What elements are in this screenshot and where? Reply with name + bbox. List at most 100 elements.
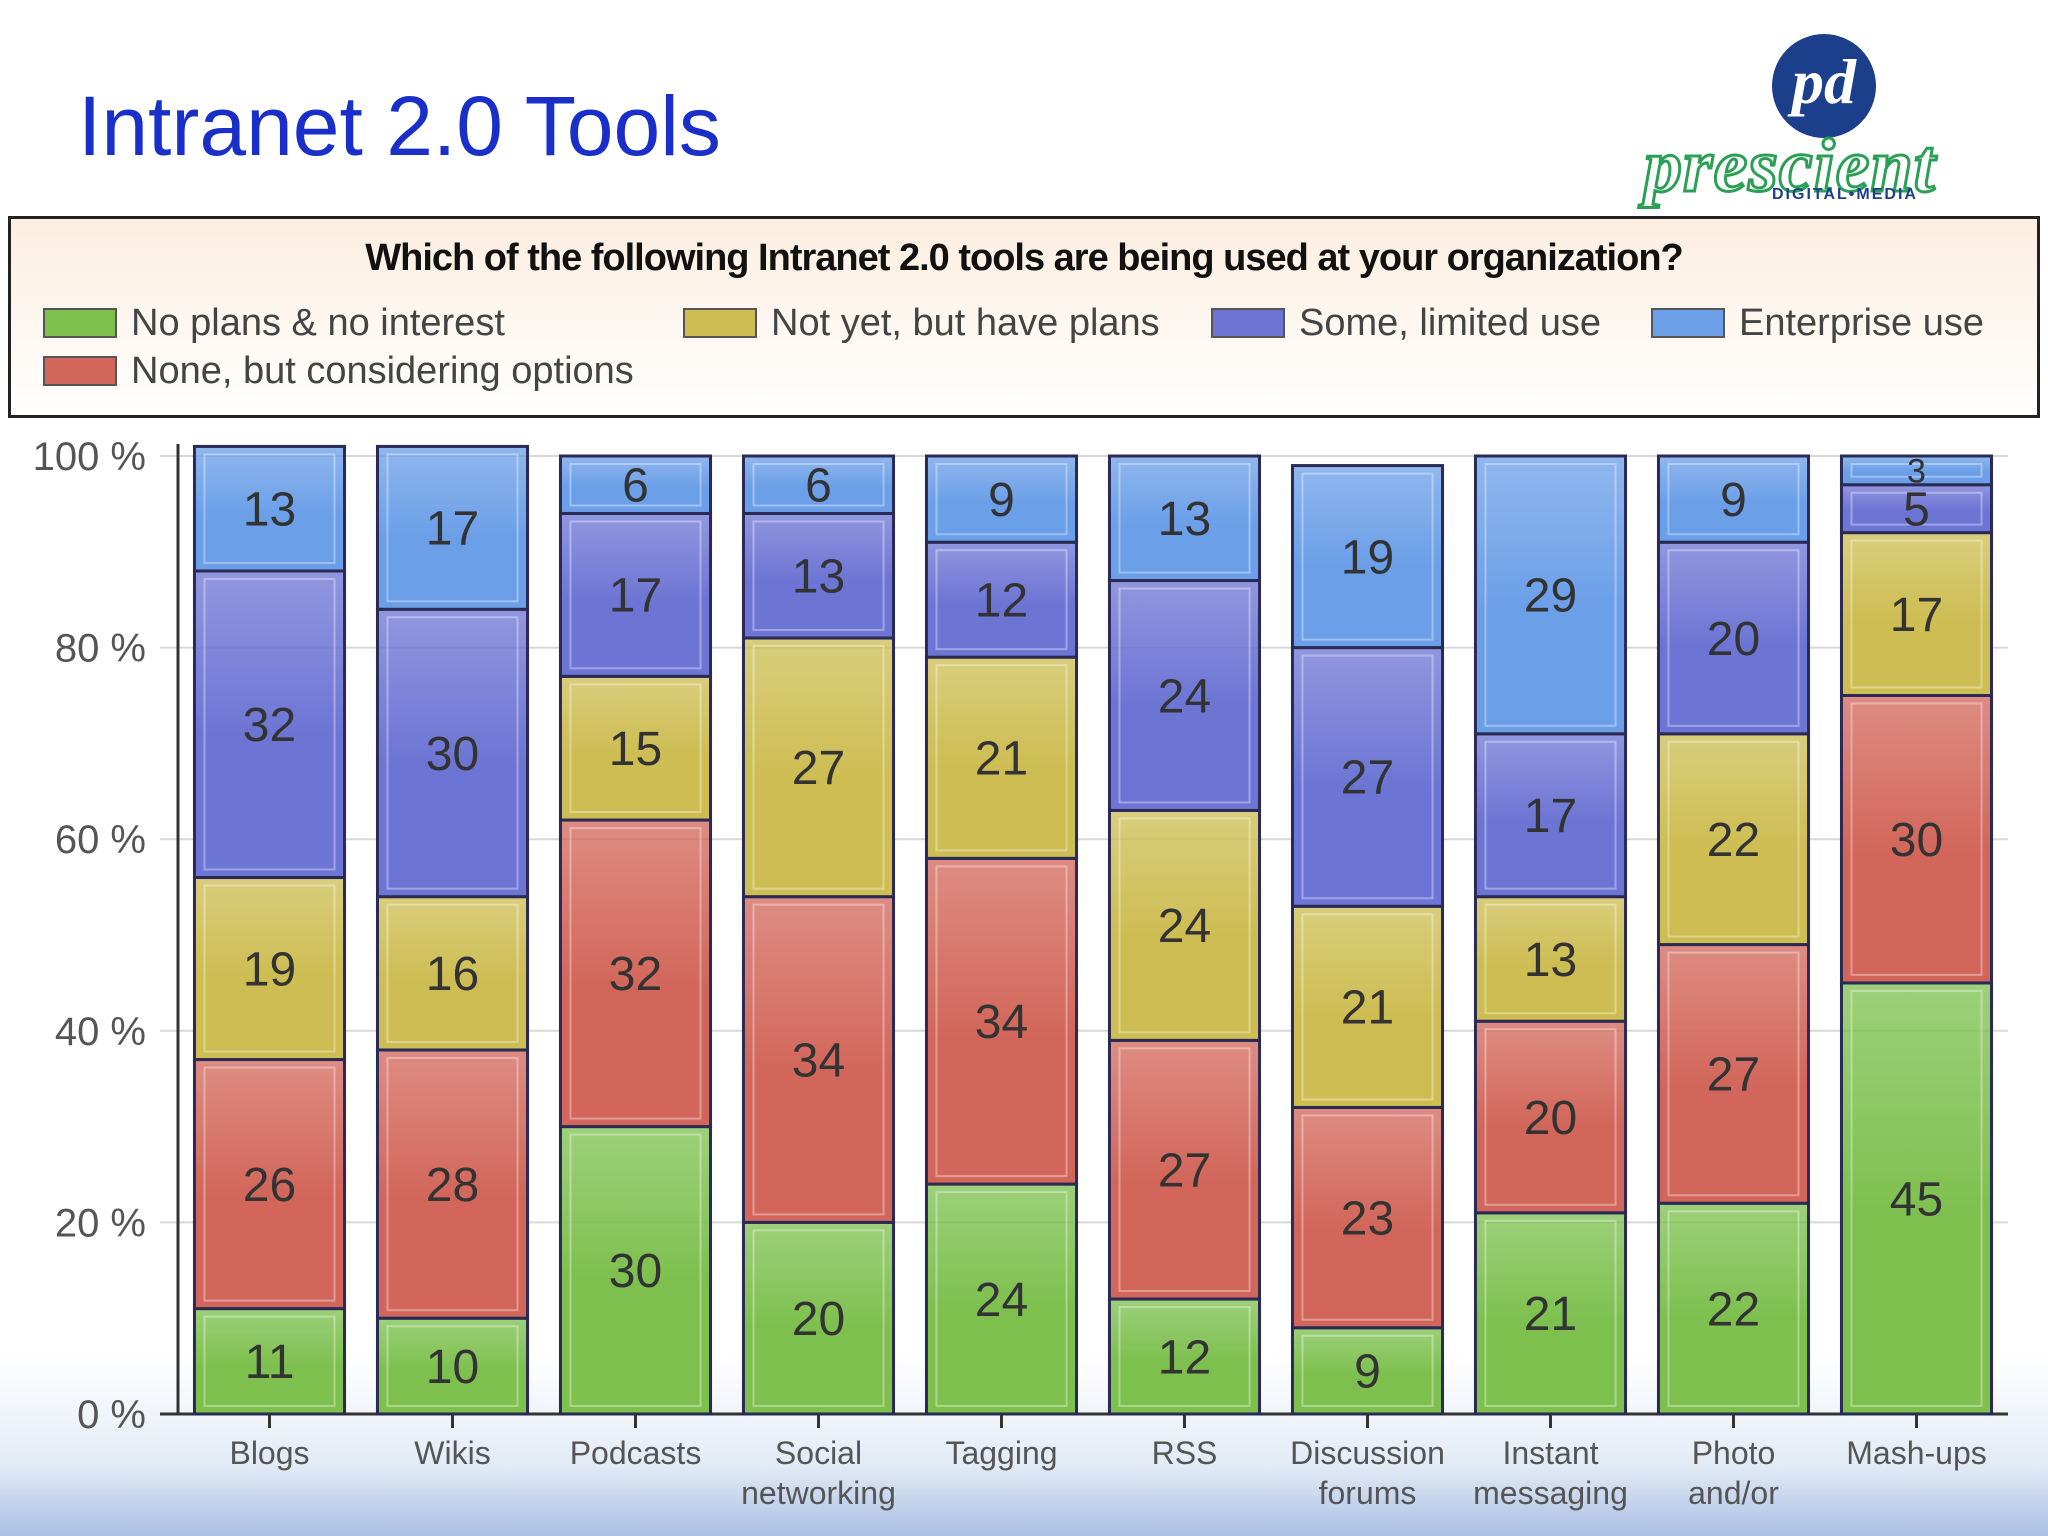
bar-segment-highlight [203, 884, 336, 1053]
data-label: 9 [1354, 1346, 1381, 1399]
bar-segment-highlight [752, 645, 885, 890]
data-label: 13 [243, 483, 296, 536]
x-tick-label: networking [741, 1475, 896, 1511]
legend-swatch-some-use [1211, 308, 1285, 338]
bar-segment-highlight [1850, 463, 1983, 478]
bar-segment [1473, 895, 1628, 1023]
bar-segment [924, 1182, 1079, 1416]
data-label: 20 [792, 1293, 845, 1346]
data-label: 5 [1903, 483, 1930, 536]
bar-segment-highlight [1118, 817, 1251, 1034]
x-tick-label: Photo [1692, 1435, 1776, 1471]
legend-item-considering: None, but considering options [43, 349, 634, 393]
x-tick-label: Podcasts [570, 1435, 702, 1471]
bar-segment [375, 1316, 530, 1416]
bar-segment [1107, 808, 1262, 1042]
data-label: 21 [975, 733, 1028, 786]
data-label: 21 [1524, 1288, 1577, 1341]
data-label: 30 [609, 1245, 662, 1298]
legend-label-enterprise: Enterprise use [1739, 301, 1985, 344]
bar-stack: 9 23 21 27 19 [1290, 464, 1445, 1416]
data-label: 27 [1158, 1145, 1211, 1198]
bar-stack: 30 32 15 17 6 [558, 454, 713, 1416]
data-label: 24 [1158, 900, 1211, 953]
data-label: 32 [243, 699, 296, 752]
data-label: 26 [243, 1159, 296, 1212]
bar-segment-highlight [1850, 702, 1983, 976]
bar-segment-highlight [203, 577, 336, 871]
legend-swatch-not-yet [683, 308, 757, 338]
data-label: 28 [426, 1159, 479, 1212]
bar-stack: 22 27 22 20 9 [1656, 454, 1811, 1416]
bar-segment-highlight [935, 664, 1068, 852]
bar-segment [192, 1307, 347, 1416]
bar-segment-highlight [1667, 1210, 1800, 1407]
legend-label-considering: None, but considering options [131, 349, 634, 392]
data-label: 24 [975, 1274, 1028, 1327]
bar-segment [558, 454, 713, 515]
bar-segment [1839, 454, 1994, 487]
stacked-bar-chart: 0 % 20 % 40 % 60 % 80 % 100 % 11 26 19 32 13 Blogs 1… [33, 435, 2008, 1511]
slide-title: Intranet 2.0 Tools [78, 79, 721, 173]
x-tick-label: Mash-ups [1846, 1435, 1987, 1471]
data-label: 9 [1720, 474, 1747, 527]
bar-segment-highlight [1484, 463, 1617, 727]
x-tick-label: Tagging [945, 1435, 1057, 1471]
bar-segment [1656, 454, 1811, 544]
data-label: 27 [1707, 1049, 1760, 1102]
y-tick-label: 40 % [55, 1010, 146, 1054]
bar-segment [741, 895, 896, 1224]
chart-title: Which of the following Intranet 2.0 tool… [365, 237, 1684, 279]
x-tick-label: messaging [1473, 1475, 1628, 1511]
bar-segment [558, 674, 713, 822]
bar-segment [1107, 1038, 1262, 1301]
data-label: 20 [1707, 613, 1760, 666]
bar-segment-highlight [1667, 549, 1800, 727]
bar-segment [375, 895, 530, 1052]
bar-stack: 10 28 16 30 17 [375, 444, 530, 1416]
legend-item-not-yet: Not yet, but have plans [683, 301, 1160, 345]
bar-segment-highlight [569, 463, 702, 507]
bar-segment-highlight [1850, 539, 1983, 689]
data-label: 3 [1907, 452, 1926, 490]
data-label: 12 [975, 575, 1028, 628]
logo-monogram: pd [1772, 34, 1876, 138]
bar-segment [1473, 1211, 1628, 1416]
bar-segment [192, 1058, 347, 1311]
bar-segment-highlight [935, 1191, 1068, 1408]
bar-segment-highlight [1850, 989, 1983, 1408]
company-logo: pd prescient DIGITAL•MEDIA [1636, 30, 2016, 210]
y-tick-label: 20 % [55, 1201, 146, 1245]
bar-segment-highlight [1484, 903, 1617, 1015]
y-tick-label: 0 % [77, 1393, 146, 1437]
bar-segment [1839, 981, 1994, 1416]
data-label: 32 [609, 948, 662, 1001]
bar-segment-highlight [1301, 1334, 1434, 1408]
data-label: 21 [1341, 982, 1394, 1035]
data-label: 23 [1341, 1192, 1394, 1245]
bar-segment-highlight [1301, 1114, 1434, 1321]
bar-segment [192, 876, 347, 1062]
data-label: 9 [988, 474, 1015, 527]
bar-segment [192, 569, 347, 880]
y-tick-label: 100 % [33, 435, 146, 479]
bar-segment [1107, 454, 1262, 583]
bar-segment [1656, 1201, 1811, 1416]
legend-item-some-use: Some, limited use [1211, 301, 1601, 345]
logo-subtitle: DIGITAL•MEDIA [1772, 186, 1918, 203]
bar-segment [924, 856, 1079, 1186]
data-label: 10 [426, 1341, 479, 1394]
bar-segment [192, 444, 347, 573]
bar-segment-highlight [386, 903, 519, 1043]
data-label: 19 [243, 943, 296, 996]
data-label: 16 [426, 948, 479, 1001]
bar-stack: 11 26 19 32 13 [192, 444, 347, 1416]
bar-segment-highlight [386, 1056, 519, 1312]
bar-segment [375, 444, 530, 611]
bar-segment-highlight [1301, 913, 1434, 1101]
chart-header-legend: Which of the following Intranet 2.0 tool… [8, 216, 2040, 418]
legend-label-not-yet: Not yet, but have plans [771, 301, 1160, 344]
bar-segment [1290, 904, 1445, 1109]
bar-stack: 12 27 24 24 13 [1107, 454, 1262, 1416]
bar-segment-highlight [386, 453, 519, 603]
